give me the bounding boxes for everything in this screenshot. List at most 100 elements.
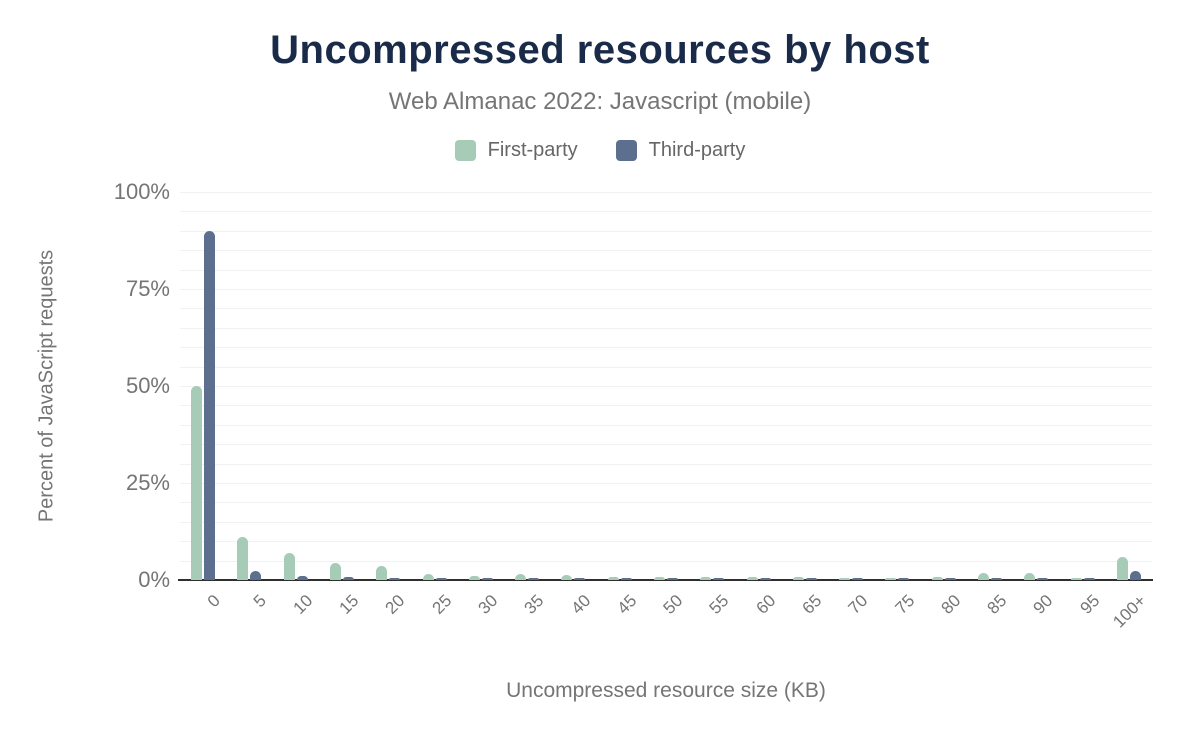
x-tick-70: 70	[844, 591, 872, 618]
bar-first-party-60[interactable]	[746, 576, 758, 580]
bar-third-party-65[interactable]	[805, 578, 817, 580]
gridline-65	[180, 327, 1152, 329]
bar-third-party-40[interactable]	[574, 578, 586, 580]
bar-first-party-100plus[interactable]	[1116, 557, 1128, 580]
bar-first-party-35[interactable]	[515, 574, 527, 580]
gridline-40	[180, 424, 1152, 426]
x-tick-85: 85	[983, 591, 1011, 618]
x-tick-80: 80	[937, 591, 965, 618]
gridline-95	[180, 211, 1152, 213]
x-tick-65: 65	[798, 591, 826, 618]
gridline-35	[180, 444, 1152, 446]
bar-third-party-100plus[interactable]	[1129, 571, 1141, 580]
bar-first-party-20[interactable]	[376, 566, 388, 580]
bar-first-party-0[interactable]	[191, 386, 203, 580]
x-tick-30: 30	[474, 591, 502, 618]
bar-third-party-10[interactable]	[296, 576, 308, 580]
gridline-100	[180, 192, 1152, 193]
x-axis-title: Uncompressed resource size (KB)	[506, 679, 826, 702]
bar-first-party-40[interactable]	[561, 575, 573, 580]
gridline-30	[180, 463, 1152, 465]
bar-third-party-30[interactable]	[481, 578, 493, 580]
bar-third-party-80[interactable]	[944, 578, 956, 580]
first-party-swatch-icon	[454, 140, 476, 161]
bar-third-party-25[interactable]	[435, 578, 447, 580]
x-tick-0: 0	[203, 591, 224, 612]
bar-third-party-15[interactable]	[343, 576, 354, 580]
gridline-50	[180, 386, 1152, 387]
bar-third-party-50[interactable]	[667, 578, 678, 580]
x-tick-40: 40	[567, 591, 594, 618]
x-tick-15: 15	[335, 591, 363, 618]
x-tick-100plus: 100+	[1108, 591, 1150, 632]
x-tick-95: 95	[1076, 591, 1104, 618]
bar-third-party-60[interactable]	[759, 578, 771, 580]
gridline-75	[180, 289, 1152, 290]
bar-third-party-0[interactable]	[204, 230, 216, 580]
bar-third-party-75[interactable]	[898, 578, 910, 580]
gridline-55	[180, 366, 1152, 368]
bar-first-party-85[interactable]	[978, 572, 989, 580]
gridline-60	[180, 347, 1152, 349]
gridline-20	[180, 502, 1152, 504]
legend: First-party Third-party	[0, 139, 1200, 162]
bar-third-party-55[interactable]	[713, 578, 725, 580]
chart-title: Uncompressed resources by host	[270, 28, 930, 72]
bar-first-party-65[interactable]	[792, 577, 804, 580]
y-tick-25%: 25%	[125, 470, 170, 495]
x-tick-75: 75	[891, 591, 918, 618]
legend-item-first-party: First-party	[454, 139, 578, 162]
gridline-90	[180, 230, 1152, 232]
gridline-15	[180, 521, 1152, 523]
bar-first-party-45[interactable]	[607, 576, 619, 580]
gridline-25	[180, 483, 1152, 484]
bar-first-party-50[interactable]	[654, 576, 665, 580]
bar-first-party-95[interactable]	[1070, 578, 1082, 580]
legend-label-first-party: First-party	[487, 139, 578, 161]
gridline-5	[180, 560, 1152, 562]
bar-third-party-35[interactable]	[528, 578, 540, 580]
x-tick-50: 50	[659, 591, 687, 618]
bar-first-party-90[interactable]	[1024, 572, 1036, 580]
x-tick-60: 60	[752, 591, 780, 618]
bar-first-party-70[interactable]	[839, 578, 851, 580]
bar-first-party-30[interactable]	[468, 575, 480, 580]
bar-first-party-75[interactable]	[885, 578, 897, 580]
bar-third-party-20[interactable]	[389, 577, 401, 580]
x-tick-20: 20	[381, 591, 409, 618]
x-axis-line	[178, 579, 1153, 581]
bar-third-party-5[interactable]	[250, 571, 262, 580]
bar-first-party-25[interactable]	[422, 573, 434, 580]
x-tick-35: 35	[520, 591, 548, 618]
bar-first-party-10[interactable]	[283, 552, 295, 580]
x-tick-25: 25	[428, 591, 456, 618]
y-tick-50%: 50%	[125, 373, 170, 398]
bar-first-party-5[interactable]	[237, 537, 249, 580]
y-tick-0%: 0%	[138, 567, 170, 592]
bar-first-party-80[interactable]	[931, 576, 943, 580]
bar-third-party-85[interactable]	[991, 578, 1002, 580]
bar-third-party-90[interactable]	[1037, 578, 1049, 580]
x-tick-45: 45	[613, 591, 641, 618]
bar-third-party-95[interactable]	[1083, 578, 1095, 580]
third-party-swatch-icon	[615, 140, 637, 161]
bar-first-party-55[interactable]	[700, 576, 712, 580]
bar-third-party-70[interactable]	[852, 578, 864, 580]
chart-subtitle: Web Almanac 2022: Javascript (mobile)	[388, 88, 812, 115]
y-tick-75%: 75%	[125, 276, 170, 301]
legend-item-third-party: Third-party	[615, 139, 746, 162]
x-tick-90: 90	[1029, 591, 1057, 618]
y-tick-100%: 100%	[113, 179, 170, 204]
bar-third-party-45[interactable]	[620, 578, 632, 580]
x-tick-55: 55	[705, 591, 733, 618]
gridline-10	[180, 541, 1152, 543]
x-tick-5: 5	[249, 591, 270, 612]
legend-label-third-party: Third-party	[648, 139, 746, 161]
gridline-85	[180, 250, 1152, 252]
gridline-70	[180, 308, 1152, 310]
gridline-45	[180, 405, 1152, 407]
gridline-80	[180, 269, 1152, 271]
bar-first-party-15[interactable]	[330, 562, 341, 580]
